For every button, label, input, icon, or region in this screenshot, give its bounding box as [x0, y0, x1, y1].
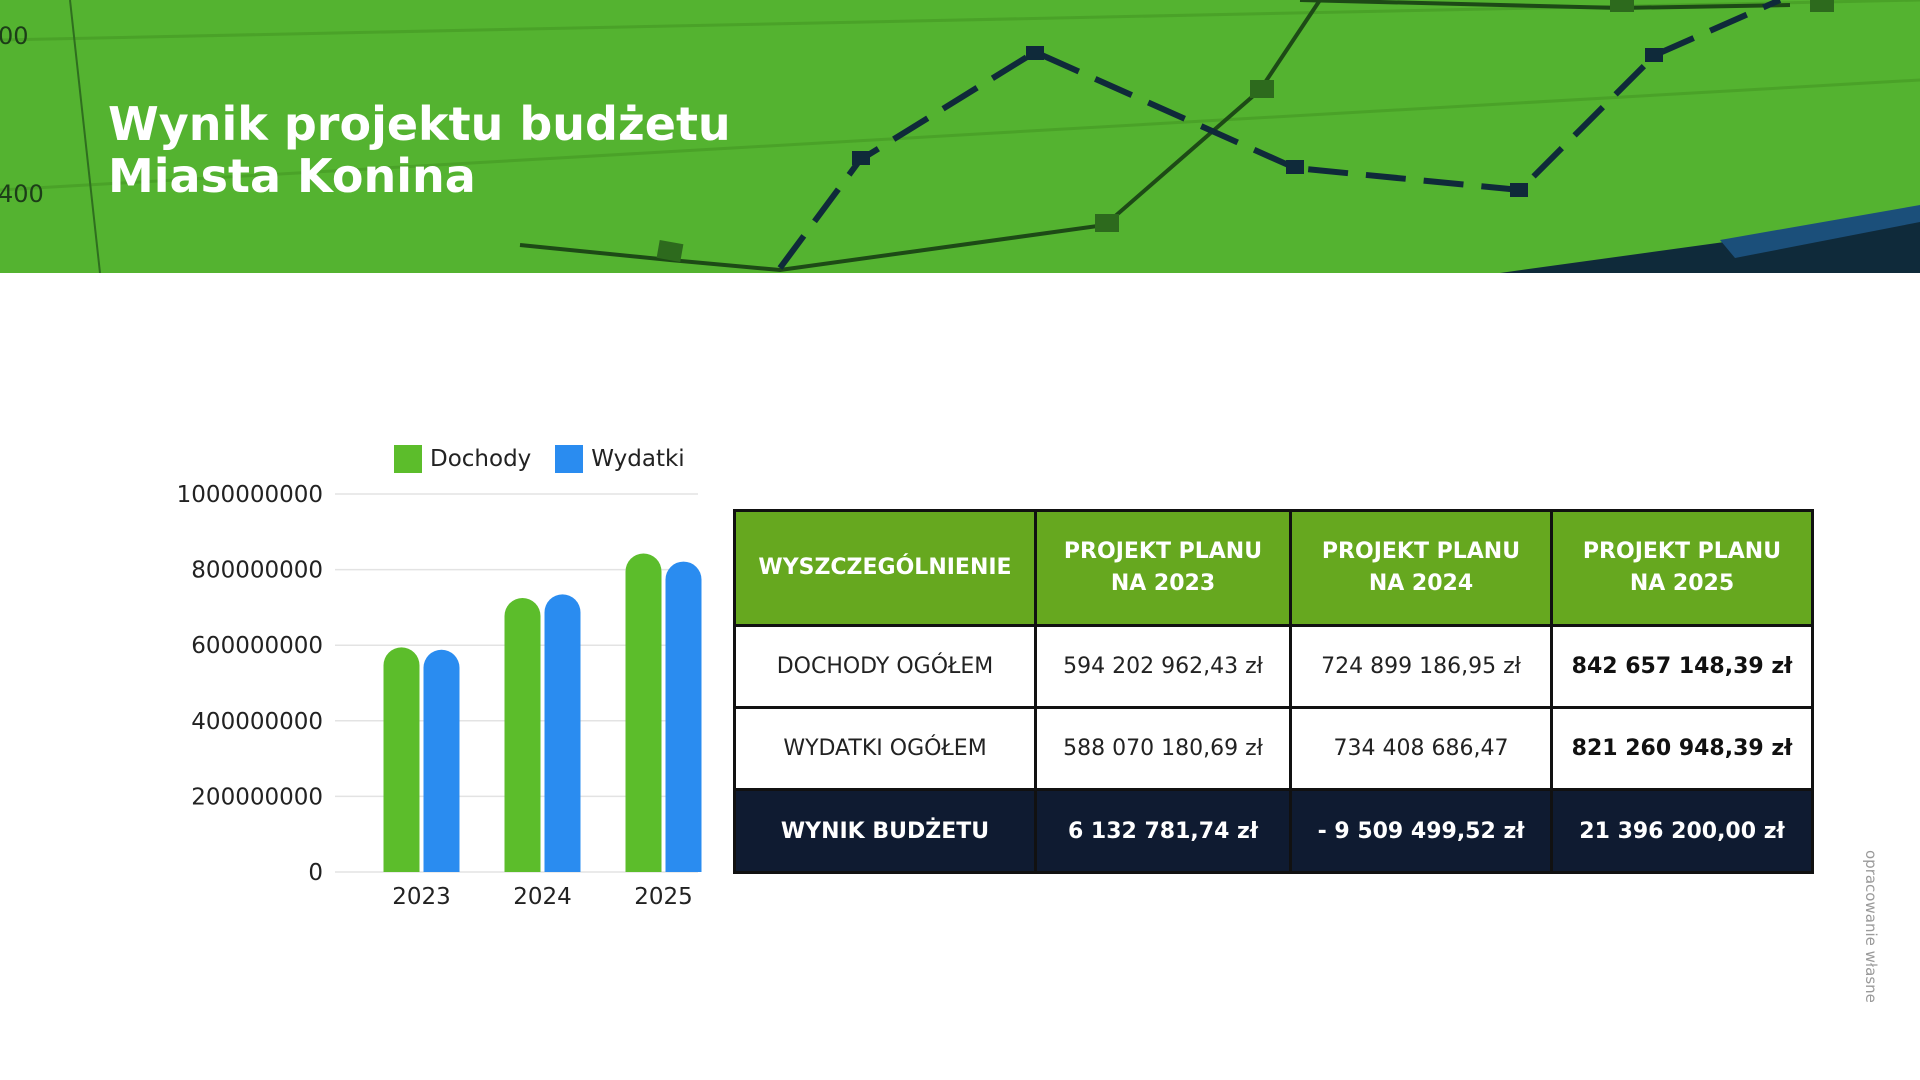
bar-wydatki-2023: [423, 649, 460, 872]
y-tick-label: 600000000: [191, 633, 323, 659]
table-cell: 6 132 781,74 zł: [1034, 788, 1292, 874]
banner-axis-label: 00: [0, 22, 29, 50]
page-title: Wynik projektu budżetu Miasta Konina: [108, 98, 731, 202]
table-cell: 734 408 686,47: [1289, 706, 1553, 791]
page-title-line-2: Miasta Konina: [108, 149, 476, 203]
table-row-dochody: DOCHODY OGÓŁEM 594 202 962,43 zł 724 899…: [733, 624, 1814, 709]
header-text: WYSZCZEGÓLNIENIE: [758, 555, 1012, 580]
table-cell: WYDATKI OGÓŁEM: [733, 706, 1037, 791]
source-note: opracowanie własne: [1862, 850, 1880, 1003]
header-text: NA 2025: [1629, 571, 1735, 596]
x-tick-label: 2023: [392, 884, 451, 910]
bar-wydatki-2024: [544, 594, 581, 872]
table-header-cell: PROJEKT PLANU NA 2024: [1289, 509, 1553, 627]
x-tick-label: 2025: [634, 884, 693, 910]
table-header-cell: WYSZCZEGÓLNIENIE: [733, 509, 1037, 627]
bar-dochody-2023: [383, 647, 420, 872]
budget-table: WYSZCZEGÓLNIENIE PROJEKT PLANU NA 2023 P…: [733, 509, 1814, 874]
table-cell: 842 657 148,39 zł: [1550, 624, 1814, 709]
table-row-wydatki: WYDATKI OGÓŁEM 588 070 180,69 zł 734 408…: [733, 706, 1814, 791]
budget-bar-chart: Dochody Wydatki 1000000000 800000000 60000…: [170, 430, 710, 920]
y-tick-label: 0: [308, 860, 323, 886]
table-header-cell: PROJEKT PLANU NA 2025: [1550, 509, 1814, 627]
table-cell: 724 899 186,95 zł: [1289, 624, 1553, 709]
table-header-cell: PROJEKT PLANU NA 2023: [1034, 509, 1292, 627]
legend-swatch-wydatki: [555, 445, 584, 473]
table-cell: DOCHODY OGÓŁEM: [733, 624, 1037, 709]
banner-background-graph: [0, 0, 1920, 273]
header-banner: 00 400 Wynik projektu budżetu Miasta Kon…: [0, 0, 1920, 273]
header-text: NA 2024: [1368, 571, 1474, 596]
legend-item-wydatki: Wydatki: [555, 445, 685, 473]
legend-label-dochody: Dochody: [430, 446, 532, 472]
chart-plot-area: 1000000000 800000000 600000000 400000000 200…: [177, 482, 702, 910]
table-cell: 588 070 180,69 zł: [1034, 706, 1292, 791]
table-cell: WYNIK BUDŻETU: [733, 788, 1037, 874]
table-cell: 594 202 962,43 zł: [1034, 624, 1292, 709]
header-text: NA 2023: [1110, 571, 1216, 596]
page-title-line-1: Wynik projektu budżetu: [108, 97, 731, 151]
bar-wydatki-2025: [665, 561, 702, 872]
y-tick-label: 400000000: [191, 709, 323, 735]
table-cell: - 9 509 499,52 zł: [1289, 788, 1553, 874]
y-tick-label: 200000000: [191, 784, 323, 810]
header-text: PROJEKT PLANU: [1063, 539, 1263, 564]
chart-legend: Dochody Wydatki: [394, 445, 709, 473]
banner-axis-label: 400: [0, 180, 44, 208]
legend-label-wydatki: Wydatki: [591, 446, 685, 472]
legend-item-dochody: Dochody: [394, 445, 531, 473]
header-text: PROJEKT PLANU: [1321, 539, 1521, 564]
header-text: PROJEKT PLANU: [1582, 539, 1782, 564]
legend-swatch-dochody: [394, 445, 422, 473]
table-cell: 21 396 200,00 zł: [1550, 788, 1814, 874]
bar-dochody-2024: [504, 597, 541, 872]
table-cell: 821 260 948,39 zł: [1550, 706, 1814, 791]
y-tick-label: 1000000000: [177, 482, 323, 508]
table-header-row: WYSZCZEGÓLNIENIE PROJEKT PLANU NA 2023 P…: [733, 509, 1814, 627]
table-row-wynik: WYNIK BUDŻETU 6 132 781,74 zł - 9 509 49…: [733, 788, 1814, 874]
y-tick-label: 800000000: [191, 558, 323, 584]
bar-dochody-2025: [625, 553, 662, 872]
x-tick-label: 2024: [513, 884, 572, 910]
